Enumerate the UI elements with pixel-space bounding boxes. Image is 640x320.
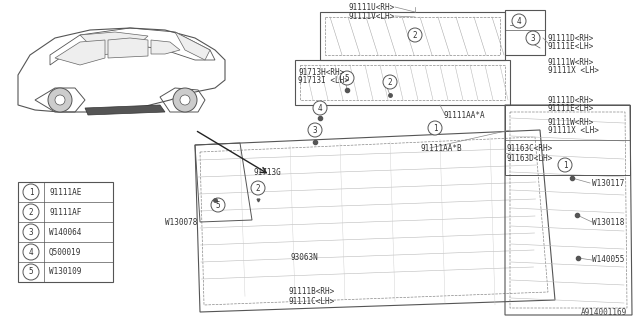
Text: W140055: W140055 [592,255,625,265]
Circle shape [23,244,39,260]
Polygon shape [151,40,180,54]
Text: 91111W<RH>: 91111W<RH> [548,58,595,67]
Text: 1: 1 [29,188,33,196]
Text: 91111U<RH>: 91111U<RH> [348,3,394,12]
Polygon shape [85,105,165,115]
Circle shape [23,184,39,200]
Text: 91111C<LH>: 91111C<LH> [288,298,334,307]
Circle shape [408,28,422,42]
Text: 3: 3 [29,228,33,236]
Text: 2: 2 [256,183,260,193]
Text: 93063N: 93063N [290,253,317,262]
Text: 91111X <LH>: 91111X <LH> [548,66,599,75]
Circle shape [251,181,265,195]
Text: 5: 5 [29,268,33,276]
Text: 2: 2 [388,77,392,86]
Polygon shape [80,32,148,55]
Circle shape [173,88,197,112]
Text: 91111D<RH>: 91111D<RH> [548,34,595,43]
Text: 3: 3 [313,125,317,134]
Circle shape [23,224,39,240]
Polygon shape [175,32,210,60]
Polygon shape [108,38,148,58]
Polygon shape [55,40,105,65]
Text: 91713H<RH>: 91713H<RH> [298,68,344,76]
Circle shape [308,123,322,137]
Text: 91111X <LH>: 91111X <LH> [548,125,599,134]
Text: W140064: W140064 [49,228,81,236]
Circle shape [383,75,397,89]
Text: 91111W<RH>: 91111W<RH> [548,117,595,126]
Text: 91111AE: 91111AE [49,188,81,196]
Text: 5: 5 [345,74,349,83]
Text: 91111E<LH>: 91111E<LH> [548,103,595,113]
Text: 1: 1 [433,124,437,132]
Circle shape [558,158,572,172]
Text: 91111B<RH>: 91111B<RH> [288,287,334,297]
Circle shape [512,14,526,28]
Text: 91111AA*B: 91111AA*B [420,143,461,153]
Circle shape [428,121,442,135]
Text: W130078: W130078 [165,218,197,227]
Text: 91111V<LH>: 91111V<LH> [348,12,394,20]
Text: 4: 4 [516,17,522,26]
Text: 91111E<LH>: 91111E<LH> [548,42,595,51]
Text: 91713G: 91713G [253,167,281,177]
Text: Q500019: Q500019 [49,247,81,257]
Circle shape [313,101,327,115]
Circle shape [23,204,39,220]
Text: 91111AA*A: 91111AA*A [443,110,484,119]
Text: 1: 1 [563,161,567,170]
Text: 91111D<RH>: 91111D<RH> [548,95,595,105]
Text: 2: 2 [413,30,417,39]
Text: 91163D<LH>: 91163D<LH> [506,154,552,163]
Text: W130118: W130118 [592,218,625,227]
Text: A914001169: A914001169 [580,308,627,317]
Text: W130117: W130117 [592,179,625,188]
Circle shape [340,71,354,85]
Circle shape [211,198,225,212]
Circle shape [23,264,39,280]
Text: 91163C<RH>: 91163C<RH> [506,143,552,153]
Text: 5: 5 [216,201,220,210]
Text: 91713I <LH>: 91713I <LH> [298,76,349,84]
Text: 4: 4 [29,247,33,257]
Text: 4: 4 [317,103,323,113]
Text: W130109: W130109 [49,268,81,276]
Text: 91111AF: 91111AF [49,207,81,217]
Circle shape [180,95,190,105]
Circle shape [526,31,540,45]
Circle shape [48,88,72,112]
Text: 2: 2 [29,207,33,217]
Circle shape [55,95,65,105]
Text: 3: 3 [531,34,535,43]
